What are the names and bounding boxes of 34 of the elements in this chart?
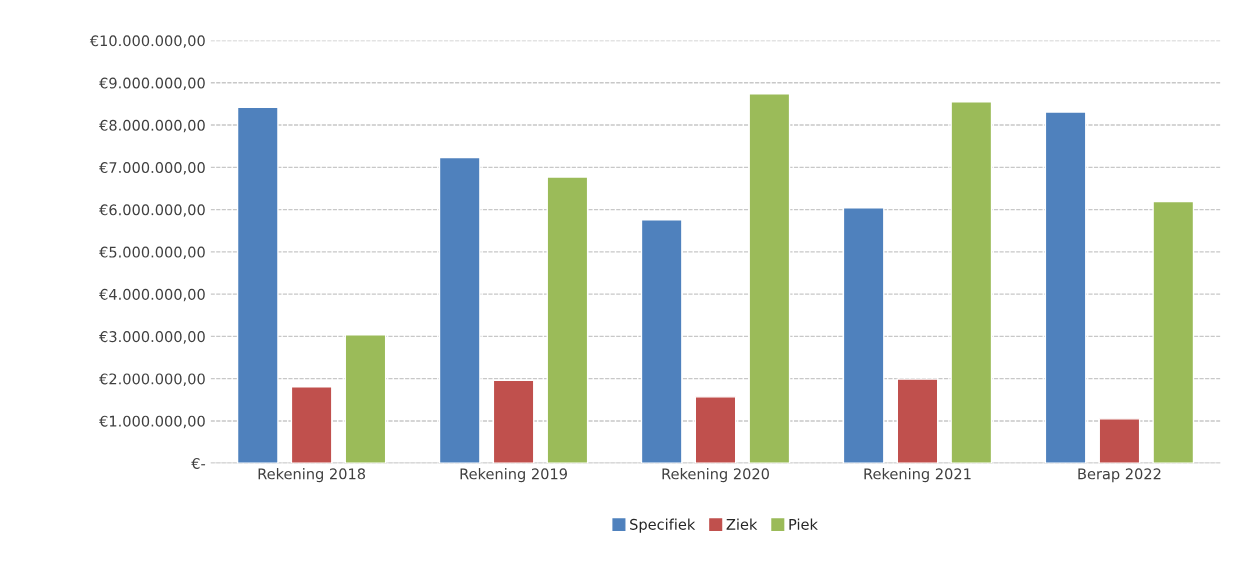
bar (748, 93, 791, 464)
y-tick-label: €7.000.000,00 (99, 162, 205, 175)
y-tick-label: €2.000.000,00 (99, 373, 205, 386)
y-tick-label: €9.000.000,00 (99, 77, 205, 91)
x-tick-label: Rekening 2021 (864, 468, 971, 483)
x-tick-label: Rekening 2018 (258, 468, 366, 483)
y-tick-label: €5.000.000,00 (99, 246, 205, 260)
bar (344, 334, 387, 464)
bar (896, 378, 939, 464)
x-tick-label: Rekening 2019 (460, 468, 567, 483)
y-tick-label: €1.000.000,00 (99, 415, 205, 429)
bar (290, 386, 333, 464)
y-tick-label: €8.000.000,00 (99, 119, 205, 133)
bar (1098, 418, 1141, 464)
bar (492, 379, 535, 464)
x-tick-label: Berap 2022 (1078, 468, 1161, 483)
bar (842, 207, 885, 464)
bar (546, 176, 589, 464)
legend-label: Ziek (726, 518, 758, 530)
y-tick-label: €6.000.000,00 (99, 204, 205, 217)
y-tick-label: €- (191, 457, 206, 469)
bar (1044, 111, 1087, 464)
bar (438, 156, 481, 464)
y-tick-label: €4.000.000,00 (99, 288, 205, 302)
legend-label: Piek (789, 518, 818, 530)
y-tick-label: €10.000.000,00 (89, 35, 205, 48)
bar (950, 101, 993, 464)
bar (640, 219, 683, 464)
y-tick-label: €3.000.000,00 (99, 331, 205, 344)
bar (1152, 200, 1195, 464)
x-tick-label: Rekening 2020 (662, 468, 769, 483)
bar (694, 396, 737, 464)
legend-label: Specifiek (630, 518, 696, 533)
bar (236, 106, 279, 464)
